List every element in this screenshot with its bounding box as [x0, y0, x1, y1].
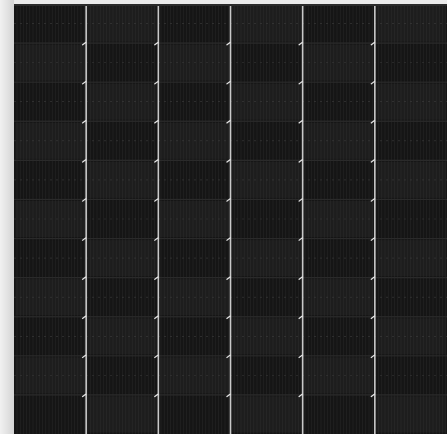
solder-joint: [81, 276, 87, 281]
solar-cell: [159, 396, 229, 433]
solder-joint: [153, 80, 159, 85]
solder-joint: [81, 158, 87, 163]
solar-cell: [304, 396, 374, 433]
solder-joint: [81, 119, 87, 124]
solder-joint: [370, 237, 376, 242]
solder-joint: [81, 315, 87, 320]
solder-joint: [298, 80, 304, 85]
solder-joint: [81, 393, 87, 398]
solder-joint: [81, 237, 87, 242]
solder-joint: [226, 158, 231, 163]
solder-joint: [226, 41, 231, 46]
solder-joint: [370, 158, 376, 163]
solder-joint: [298, 119, 304, 124]
solder-joint: [298, 315, 304, 320]
solder-joint: [370, 276, 376, 281]
panel-frame-edge: [0, 0, 14, 434]
solder-joint: [153, 315, 159, 320]
solar-cell-grid: [14, 4, 447, 434]
solar-panel: [14, 4, 447, 434]
solder-joint: [153, 41, 159, 46]
solder-joint: [153, 197, 159, 202]
solder-joint: [153, 158, 159, 163]
solder-joint: [370, 80, 376, 85]
solder-joint: [153, 276, 159, 281]
panel-top-edge: [14, 4, 447, 6]
solder-joint: [81, 41, 87, 46]
solder-joint: [298, 41, 304, 46]
solder-joint: [226, 315, 231, 320]
solder-joint: [153, 119, 159, 124]
solder-joint: [370, 393, 376, 398]
solder-joint: [153, 237, 159, 242]
solder-joint: [226, 119, 231, 124]
solder-joint: [298, 197, 304, 202]
solder-joint: [370, 41, 376, 46]
solder-joint: [226, 237, 231, 242]
solder-joint: [370, 119, 376, 124]
solder-joint: [226, 197, 231, 202]
solder-joint: [370, 197, 376, 202]
solder-joint: [81, 80, 87, 85]
solder-joint: [226, 276, 231, 281]
solder-joint: [153, 354, 159, 359]
solder-joint: [370, 354, 376, 359]
solder-joint: [81, 354, 87, 359]
solder-joint: [298, 354, 304, 359]
solder-joint: [298, 393, 304, 398]
solder-joint: [298, 276, 304, 281]
solder-joint: [298, 158, 304, 163]
solder-joint: [226, 80, 231, 85]
solar-cell: [87, 396, 157, 433]
solder-joint: [298, 237, 304, 242]
solar-cell: [15, 396, 85, 433]
solder-joint: [370, 315, 376, 320]
solder-joint: [81, 197, 87, 202]
solder-joint: [153, 393, 159, 398]
solder-joint: [226, 393, 231, 398]
solar-cell: [376, 396, 446, 433]
solder-joint: [226, 354, 231, 359]
